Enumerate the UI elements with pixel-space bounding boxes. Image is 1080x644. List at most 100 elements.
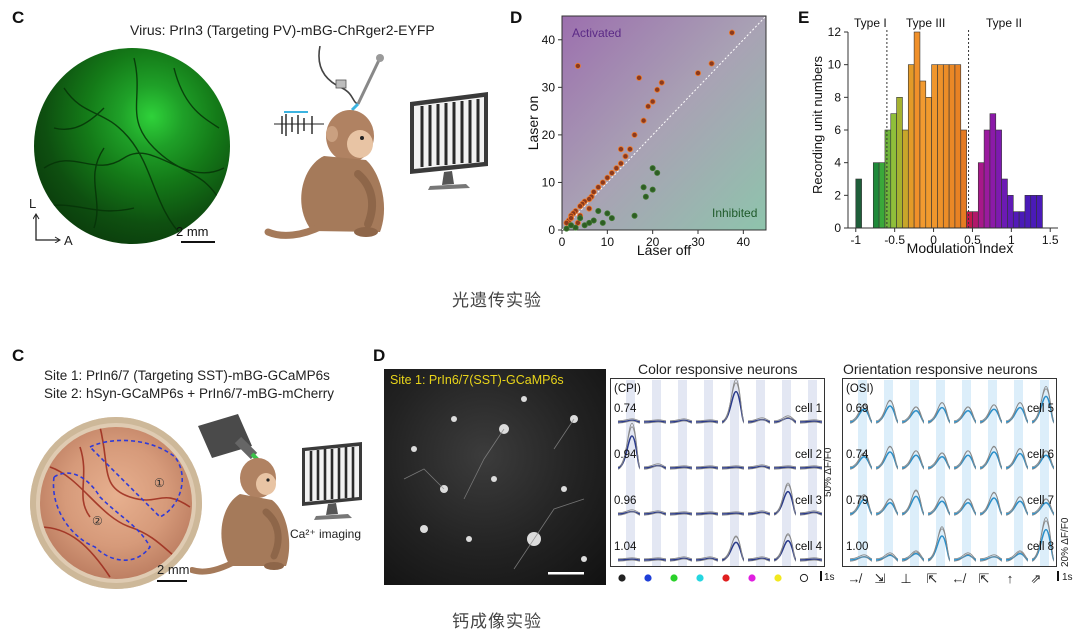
- histogram-bar: [954, 64, 962, 229]
- hist-y-tick-label: 12: [828, 25, 842, 39]
- scatter-point: [604, 174, 611, 181]
- neuron-cells: [403, 396, 587, 575]
- stimulus-stripe: [988, 380, 997, 566]
- color-stimulus-dot: [644, 574, 652, 582]
- scatter-point: [604, 210, 611, 217]
- orientation-stimulus-glyph: ↚: [952, 571, 967, 586]
- scatter-xlabel: Laser off: [637, 242, 691, 258]
- x-tick-label: 10: [601, 235, 615, 249]
- histogram-bar: [1012, 211, 1020, 229]
- scatter-point: [586, 196, 593, 203]
- scatter-point: [636, 74, 643, 81]
- stimulus-stripe: [730, 380, 739, 566]
- color-scale-y-bar: [820, 571, 822, 581]
- histogram-bar: [913, 31, 921, 229]
- histogram-bar: [919, 80, 927, 229]
- color-scale-x: 1s: [824, 572, 835, 583]
- top-panel-c-label: C: [12, 8, 25, 27]
- scatter-point: [590, 217, 597, 224]
- histogram-bar: [884, 129, 892, 229]
- orientation-stimulus-glyph: ⇱: [979, 571, 990, 586]
- response-trace: [849, 520, 1055, 560]
- y-tick-label: 10: [542, 175, 556, 189]
- histogram-bar: [983, 129, 991, 229]
- hist-x-tick-label: 0.5: [964, 233, 981, 247]
- laser-scatter-plot: 0 10 20 30 40 0 10 20 30 40 Activated Inhibited L…: [525, 15, 767, 258]
- histogram-bar: [1001, 178, 1008, 229]
- color-panel-frame: [610, 378, 825, 567]
- histogram-bar: [907, 64, 915, 229]
- scatter-point: [595, 184, 602, 191]
- scatter-point: [642, 193, 649, 200]
- scatter-point: [627, 146, 634, 153]
- response-trace: [849, 517, 1055, 562]
- osi-label: (OSI): [846, 383, 874, 395]
- cell-name: cell 5: [1027, 403, 1054, 415]
- site-2-mark: ②: [92, 514, 103, 528]
- activated-annotation: Activated: [572, 26, 621, 40]
- hist-y-tick-label: 4: [834, 156, 841, 170]
- response-trace: [617, 482, 823, 516]
- orientation-stimulus-glyph: ⇱: [927, 571, 938, 586]
- scatter-point: [654, 169, 661, 176]
- stimulus-stripe: [962, 380, 971, 566]
- scatter-point: [563, 225, 570, 232]
- x-tick-label: 20: [646, 235, 660, 249]
- hist-y-tick-label: 6: [834, 123, 841, 137]
- color-stimulus-dot: [799, 573, 809, 583]
- response-trace: [849, 489, 1055, 516]
- orient-scale-x: 1s: [1062, 572, 1073, 583]
- response-trace: [617, 533, 823, 562]
- scatter-point: [649, 186, 656, 193]
- color-responses-panel: (CPI) 0.74 cell 1 0.94 cell 2 0.96 cell 3 1.04…: [610, 378, 825, 583]
- histogram-bar: [1024, 195, 1032, 229]
- histogram-bar: [1030, 195, 1037, 229]
- scatter-point: [645, 103, 652, 110]
- x-tick-label: 0: [559, 235, 566, 249]
- scatter-point: [572, 224, 579, 231]
- cell-index-value: 0.74: [846, 449, 869, 461]
- type-iii-label: Type III: [906, 16, 945, 30]
- histogram-bar: [1018, 211, 1026, 229]
- scatter-point: [613, 165, 620, 172]
- stimulus-stripe: [884, 380, 893, 566]
- orientation-stimulus-glyph: ⇗: [1031, 571, 1042, 586]
- scale-bar: [181, 241, 215, 243]
- x-tick-label: 30: [691, 235, 705, 249]
- hist-x-tick-label: 1.5: [1042, 233, 1059, 247]
- response-trace: [617, 426, 823, 468]
- site2-text: Site 2: hSyn-GCaMP6s + PrIn6/7-mBG-mCher…: [44, 386, 334, 401]
- scatter-point: [640, 184, 647, 191]
- stimulus-stripe: [652, 380, 661, 566]
- inhibited-annotation: Inhibited: [712, 206, 757, 220]
- ca-imaging-label: Ca²⁺ imaging: [290, 527, 362, 541]
- histogram-bar: [925, 97, 932, 229]
- scatter-ylabel: Laser on: [525, 96, 541, 150]
- hist-y-tick-label: 0: [834, 221, 841, 235]
- scatter-point: [658, 79, 665, 86]
- orientation-responses-panel: (OSI) 0.69 cell 5 0.74 cell 6 0.79 cell 7 1.00…: [842, 378, 1057, 586]
- color-stimulus-dot: [618, 574, 626, 582]
- scatter-point: [617, 146, 624, 153]
- monkey-figure: [264, 110, 385, 239]
- response-trace: [617, 534, 823, 560]
- orient-scale-y: 20% ΔF/F0: [1060, 517, 1071, 567]
- histogram-bar: [948, 64, 956, 229]
- histogram-bar: [942, 64, 950, 229]
- orientation-stimulus-glyph: ↛: [848, 571, 863, 586]
- scatter-point: [577, 215, 584, 222]
- cell-name: cell 1: [795, 403, 822, 415]
- color-stimulus-dot: [696, 574, 704, 582]
- cell-name: cell 7: [1027, 495, 1054, 507]
- orient-scale-y-bar: [1057, 571, 1059, 581]
- histogram-bar: [1036, 195, 1043, 229]
- histogram-bar: [977, 162, 985, 229]
- orientation-stimulus-glyph: ⇲: [875, 571, 886, 586]
- color-stimulus-dot: [722, 574, 730, 582]
- bottom-panel-c-label: C: [12, 346, 25, 365]
- scatter-point: [654, 86, 661, 93]
- histogram-bar: [896, 97, 903, 229]
- y-tick-label: 20: [542, 128, 556, 142]
- hist-y-tick-label: 8: [834, 90, 841, 104]
